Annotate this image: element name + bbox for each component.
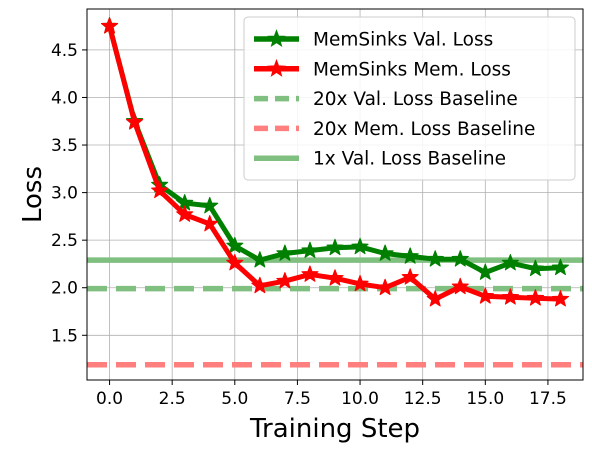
data-point-marker xyxy=(126,113,144,130)
x-tick-label: 5.0 xyxy=(221,389,248,409)
data-point-marker xyxy=(226,253,244,271)
data-point-marker xyxy=(376,244,394,261)
x-tick-label: 2.5 xyxy=(159,389,186,409)
y-tick-label: 2.0 xyxy=(51,279,78,299)
legend-label: 1x Val. Loss Baseline xyxy=(313,149,506,170)
data-point-marker xyxy=(226,236,244,254)
data-point-marker xyxy=(301,241,319,258)
data-point-marker xyxy=(151,181,169,199)
data-point-marker xyxy=(251,251,269,268)
data-point-marker xyxy=(426,290,444,307)
y-tick-label: 3.5 xyxy=(51,136,78,156)
data-point-marker xyxy=(526,289,544,306)
data-point-marker xyxy=(501,253,519,271)
x-tick-label: 15.0 xyxy=(466,389,504,409)
data-point-marker xyxy=(401,268,419,285)
baselines xyxy=(87,257,583,368)
data-point-marker xyxy=(476,287,494,304)
legend-label: 20x Mem. Loss Baseline xyxy=(313,119,535,140)
legend-label: 20x Val. Loss Baseline xyxy=(313,89,518,110)
data-point-marker xyxy=(376,278,394,296)
y-tick-label: 2.5 xyxy=(51,231,78,251)
y-tick-label: 4.5 xyxy=(51,41,78,61)
data-point-marker xyxy=(301,265,319,282)
legend-label: MemSinks Val. Loss xyxy=(313,30,493,51)
x-axis-title: Training Step xyxy=(249,414,420,444)
data-point-marker xyxy=(476,263,494,280)
x-tick-label: 0.0 xyxy=(96,389,123,409)
data-point-marker xyxy=(426,250,444,267)
legend-marker xyxy=(267,58,286,77)
x-tick-label: 10.0 xyxy=(341,389,379,409)
data-point-marker xyxy=(501,288,519,305)
legend-marker xyxy=(267,29,286,48)
data-point-marker xyxy=(201,214,219,232)
series xyxy=(100,17,570,307)
axis-ticks: 0.0 2.5 5.0 7.5 10.0 12.5 15.0 17.5 1.5 2.0 2.5 3.0… xyxy=(51,41,567,409)
data-point-marker xyxy=(100,17,119,34)
data-point-marker xyxy=(176,205,194,222)
data-point-marker xyxy=(401,247,419,264)
x-tick-label: 7.5 xyxy=(284,389,311,409)
legend: MemSinks Val. Loss MemSinks Mem. Loss 20x … xyxy=(243,16,576,181)
data-point-marker xyxy=(526,259,544,277)
data-point-marker xyxy=(276,272,294,289)
legend-label: MemSinks Mem. Loss xyxy=(313,59,511,80)
data-point-marker xyxy=(451,277,469,295)
y-tick-label: 4.0 xyxy=(51,88,78,108)
legend-box xyxy=(243,16,576,181)
data-point-marker xyxy=(351,237,369,255)
plot-frame xyxy=(86,8,584,381)
data-point-marker xyxy=(551,258,570,276)
y-tick-label: 1.5 xyxy=(51,326,78,346)
data-point-marker xyxy=(451,250,469,267)
data-point-marker xyxy=(276,244,294,261)
data-point-marker xyxy=(326,238,344,256)
x-tick-label: 12.5 xyxy=(404,389,442,409)
y-tick-label: 3.0 xyxy=(51,184,78,204)
data-point-marker xyxy=(351,274,369,292)
data-point-marker xyxy=(251,276,269,294)
x-tick-label: 17.5 xyxy=(529,389,567,409)
data-point-marker xyxy=(326,269,344,286)
data-point-marker xyxy=(201,196,219,214)
data-point-marker xyxy=(551,290,570,307)
y-axis-title: Loss xyxy=(18,166,48,223)
